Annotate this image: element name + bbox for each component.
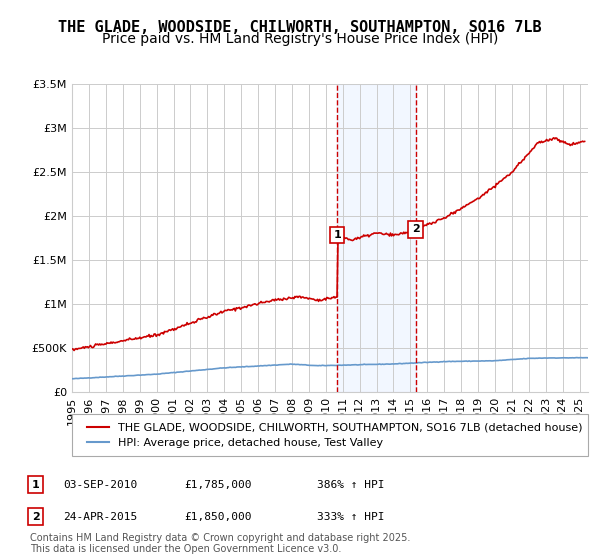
Text: 333% ↑ HPI: 333% ↑ HPI — [317, 512, 385, 522]
Text: THE GLADE, WOODSIDE, CHILWORTH, SOUTHAMPTON, SO16 7LB: THE GLADE, WOODSIDE, CHILWORTH, SOUTHAMP… — [58, 20, 542, 35]
Text: 1: 1 — [32, 479, 40, 489]
Text: Contains HM Land Registry data © Crown copyright and database right 2025.
This d: Contains HM Land Registry data © Crown c… — [30, 533, 410, 554]
Text: 386% ↑ HPI: 386% ↑ HPI — [317, 479, 385, 489]
Text: 03-SEP-2010: 03-SEP-2010 — [63, 479, 137, 489]
Text: 2: 2 — [32, 512, 40, 522]
Bar — [337, 84, 416, 392]
Text: Price paid vs. HM Land Registry's House Price Index (HPI): Price paid vs. HM Land Registry's House … — [102, 32, 498, 46]
Text: £1,850,000: £1,850,000 — [185, 512, 252, 522]
Legend: THE GLADE, WOODSIDE, CHILWORTH, SOUTHAMPTON, SO16 7LB (detached house), HPI: Ave: THE GLADE, WOODSIDE, CHILWORTH, SOUTHAMP… — [83, 418, 587, 452]
Text: 2: 2 — [412, 224, 419, 234]
Text: £1,785,000: £1,785,000 — [185, 479, 252, 489]
FancyBboxPatch shape — [72, 414, 588, 456]
Text: 24-APR-2015: 24-APR-2015 — [63, 512, 137, 522]
Text: 1: 1 — [333, 230, 341, 240]
